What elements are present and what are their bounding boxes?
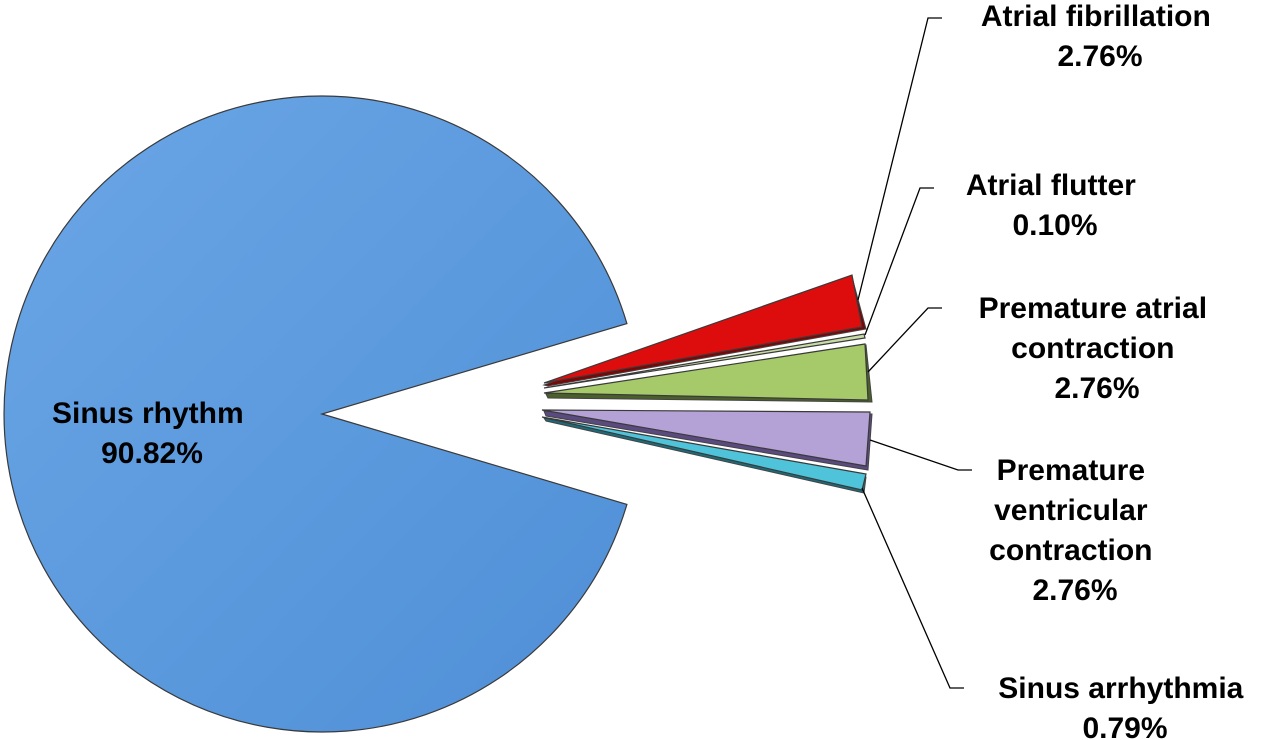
label-atrial-fibrillation: Atrial fibrillation 2.76% bbox=[981, 0, 1219, 73]
leader-premature-ventricular bbox=[869, 439, 972, 471]
label-sinus-rhythm: Sinus rhythm 90.82% bbox=[52, 397, 252, 470]
leader-atrial-flutter bbox=[864, 187, 934, 336]
slice-atrial-fibrillation bbox=[542, 274, 867, 387]
slice-atrial-flutter bbox=[543, 333, 866, 389]
leader-atrial-fibrillation bbox=[857, 17, 942, 301]
leader-sinus-arrhythmia bbox=[861, 487, 964, 689]
label-atrial-flutter: Atrial flutter 0.10% bbox=[966, 169, 1144, 242]
leader-premature-atrial bbox=[867, 307, 942, 373]
slice-premature-atrial-contraction bbox=[543, 343, 873, 403]
slice-premature-ventricular-contraction bbox=[541, 409, 873, 471]
label-premature-ventricular-contraction: Premature ventricular contraction 2.76% bbox=[989, 454, 1161, 607]
label-premature-atrial-contraction: Premature atrial contraction 2.76% bbox=[979, 292, 1216, 405]
label-sinus-arrhythmia: Sinus arrhythmia 0.79% bbox=[998, 672, 1251, 740]
slice-sinus-arrhythmia bbox=[541, 416, 867, 494]
slice-sinus-rhythm bbox=[3, 95, 628, 733]
